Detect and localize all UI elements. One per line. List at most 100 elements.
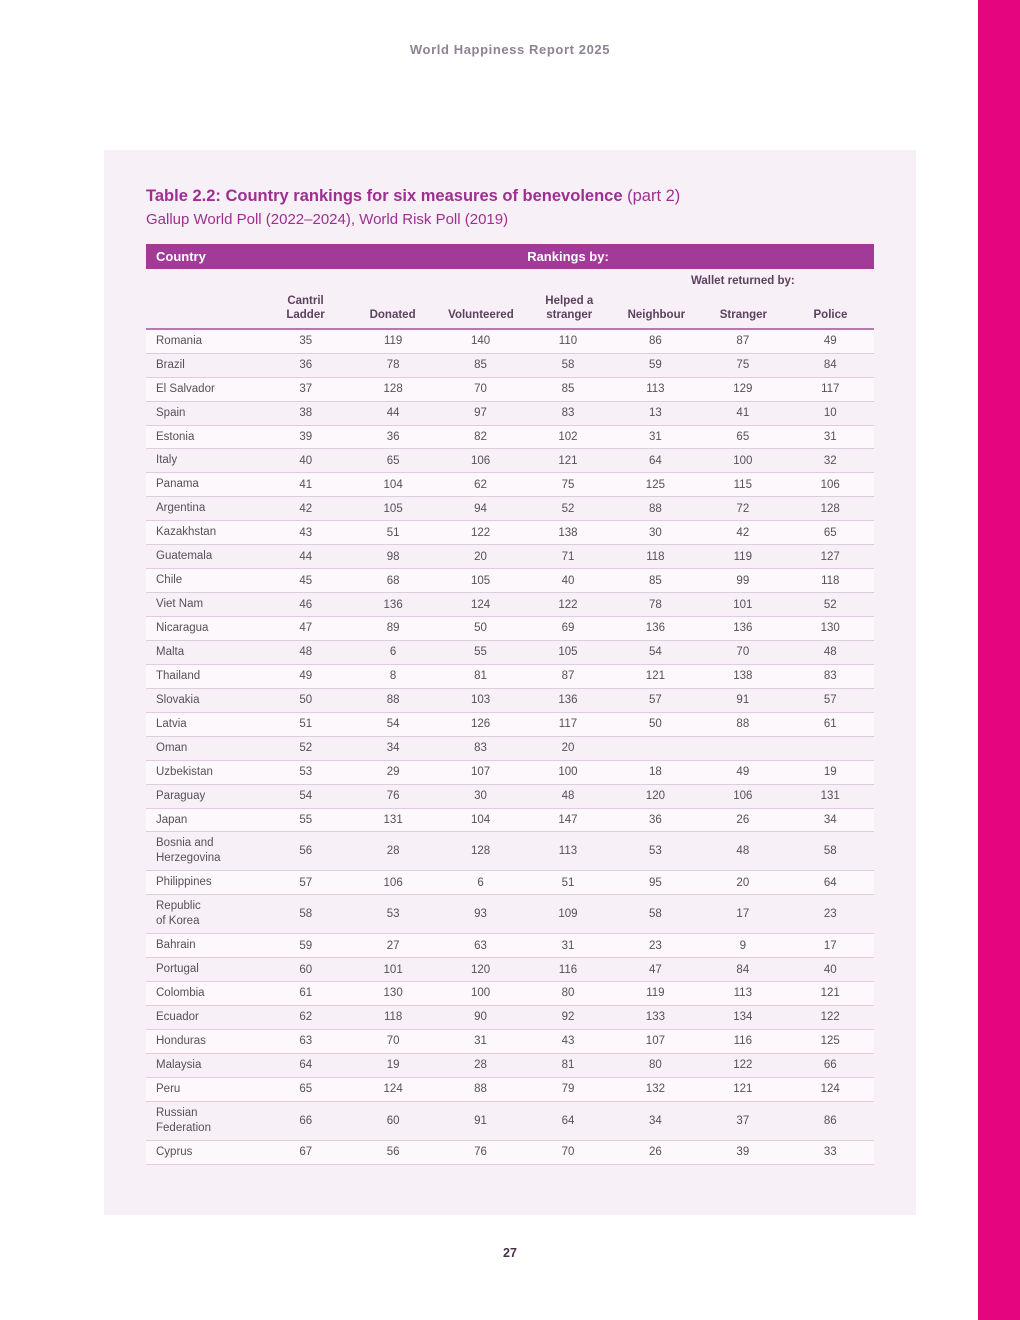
value-cell: 29 [386,766,400,779]
value-cell: 58 [649,908,662,921]
value-cell: 72 [736,502,750,515]
country-cell: Honduras [156,1034,206,1047]
column-label-police: Police [813,309,848,322]
value-cell: 121 [558,454,578,467]
value-cell: 39 [299,430,313,443]
country-cell: Cyprus [156,1145,193,1158]
value-cell: 134 [733,1011,753,1024]
value-cell: 88 [386,694,400,707]
value-cell: 126 [470,718,491,731]
value-cell: 138 [558,526,578,539]
running-header: World Happiness Report 2025 [409,42,611,57]
value-cell: 107 [645,1035,665,1048]
value-cell: 88 [736,718,750,731]
value-cell: 75 [736,359,750,372]
value-cell: 63 [299,1035,313,1048]
value-cell: 64 [561,1114,575,1127]
country-cell: Ecuador [156,1010,199,1023]
value-cell: 44 [386,407,400,420]
value-cell: 31 [823,430,837,443]
value-cell: 55 [474,646,487,659]
value-cell: 140 [470,335,491,348]
value-cell: 42 [736,526,750,539]
value-cell: 54 [649,646,662,659]
table-row: Nicaragua 47 89 50 69 136 136 130 [146,617,874,641]
value-cell: 48 [561,790,575,803]
column-label-cantril-ladder: Cantril Ladder [286,295,325,322]
value-cell: 124 [470,598,491,611]
table-subheader: Wallet returned by: Cantril Ladder Donat… [146,269,874,330]
value-cell: 57 [299,876,313,889]
value-cell: 51 [386,526,400,539]
country-cell: Republic of Korea [156,900,201,928]
table-row: Thailand 49 8 81 87 121 138 83 [146,664,874,689]
value-cell: 20 [561,742,575,755]
column-label-donated: Donated [369,309,416,322]
value-cell: 65 [299,1083,313,1096]
value-cell: 98 [386,550,400,563]
table-row: Cyprus 67 56 76 70 26 39 33 [146,1140,874,1165]
table-row: Romania 35 119 140 110 86 87 49 [146,329,874,354]
value-cell: 43 [299,526,313,539]
value-cell: 105 [470,574,491,587]
country-cell: Portugal [156,963,199,976]
value-cell: 91 [474,1114,487,1127]
value-cell: 115 [733,478,752,491]
value-cell: 119 [646,987,665,1000]
column-labels-row: Cantril Ladder Donated Volunteered Helpe… [146,274,874,323]
value-cell: 58 [823,845,837,858]
value-cell: 62 [474,478,487,491]
value-cell: 56 [386,1146,400,1159]
value-cell: 117 [558,718,578,731]
table-row: Panama 41 104 62 75 125 115 106 [146,473,874,498]
value-cell: 57 [649,694,662,707]
country-cell: Estonia [156,430,195,443]
country-cell: Malta [156,645,185,658]
value-cell: 121 [820,987,840,1000]
value-cell: 65 [386,454,400,467]
value-cell: 41 [736,407,750,420]
value-cell: 81 [561,1059,575,1072]
table-row: Guatemala 44 98 20 71 118 119 127 [146,545,874,570]
value-cell: 86 [649,335,662,348]
value-cell: 97 [474,407,487,420]
table-row: Chile 45 68 105 40 85 99 118 [146,569,874,594]
value-cell: 34 [823,813,837,826]
header-rankings-label: Rankings by: [527,249,609,264]
value-cell: 70 [736,646,750,659]
value-cell: 49 [823,335,837,348]
value-cell: 104 [470,813,491,826]
value-cell: 80 [649,1059,662,1072]
table-row: Honduras 63 70 31 43 107 116 125 [146,1029,874,1054]
value-cell: 92 [561,1011,575,1024]
value-cell: 18 [649,766,662,779]
country-cell: Paraguay [156,789,206,802]
value-cell: 52 [561,502,575,515]
column-label-neighbour: Neighbour [627,309,686,322]
country-cell: Japan [156,813,188,826]
value-cell: 32 [823,454,837,467]
value-cell: 106 [820,478,840,491]
country-cell: Romania [156,334,203,347]
table-subtitle: Gallup World Poll (2022–2024), World Ris… [146,211,509,228]
country-cell: Russian Federation [156,1106,211,1134]
value-cell: 19 [386,1059,400,1072]
country-cell: Philippines [156,876,212,889]
value-cell: 87 [736,335,750,348]
value-cell: 61 [299,987,313,1000]
value-cell: 37 [299,383,313,396]
value-cell: 93 [474,908,487,921]
value-cell: 60 [386,1114,400,1127]
value-cell: 48 [736,845,750,858]
table-title-suffix: (part 2) [622,187,681,205]
value-cell: 85 [474,359,487,372]
value-cell: 136 [383,598,403,611]
value-cell: 35 [299,335,313,348]
value-cell: 105 [558,646,578,659]
table-row: Estonia 39 36 82 102 31 65 31 [146,425,874,450]
value-cell: 31 [649,430,662,443]
value-cell: 45 [299,574,313,587]
value-cell: 30 [649,526,662,539]
page-number: 27 [503,1246,517,1260]
value-cell: 20 [474,550,487,563]
